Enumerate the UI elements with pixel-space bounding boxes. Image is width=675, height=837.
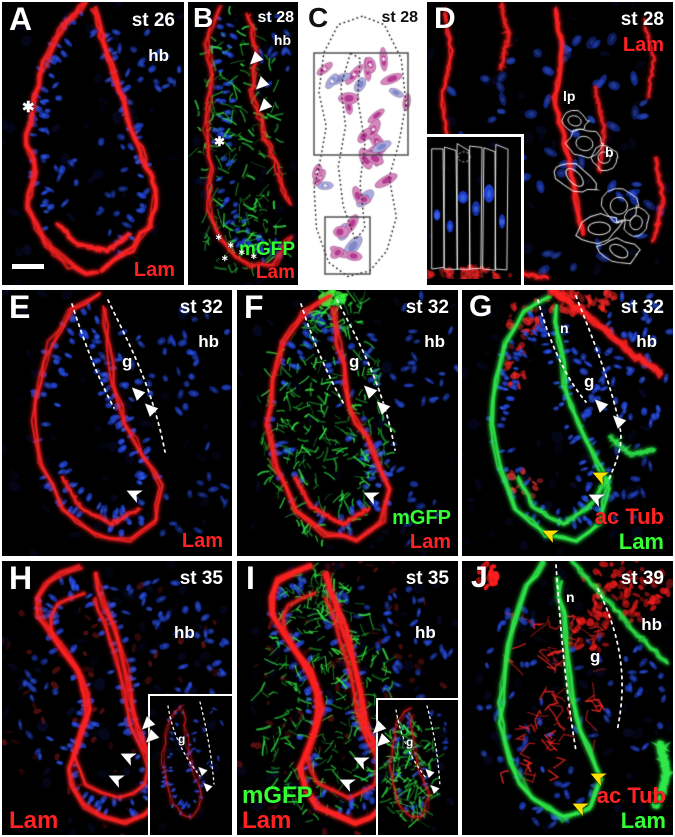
region-label-hb: hb bbox=[415, 623, 436, 642]
region-label-b: b bbox=[605, 144, 614, 160]
region-label-hb: hb bbox=[273, 32, 291, 48]
asterisk-icon: ✱ bbox=[214, 134, 225, 149]
channel-label-lam: Lam bbox=[620, 807, 666, 833]
channel-label-lam: Lam bbox=[242, 806, 292, 834]
stage-label: st 28 bbox=[381, 9, 418, 26]
panel-A: A st 26 hb ✱ Lam bbox=[2, 2, 184, 285]
stage-label: st 32 bbox=[405, 297, 449, 318]
stage-label: st 35 bbox=[405, 568, 449, 589]
panel-letter: A bbox=[9, 2, 33, 37]
asterisk-icon: ∗ bbox=[221, 253, 229, 263]
channel-label-mgfp: mGFP bbox=[242, 781, 313, 809]
panel-letter: H bbox=[9, 561, 33, 596]
panel-C-diagram: C st 28 bbox=[302, 2, 423, 285]
panel-H-inset-micrograph bbox=[150, 696, 228, 831]
stage-label: st 39 bbox=[620, 568, 664, 589]
panel-letter: B bbox=[193, 2, 214, 33]
panel-E-micrograph bbox=[2, 290, 232, 556]
region-label-hb: hb bbox=[636, 332, 657, 351]
channel-label-actub: ac Tub bbox=[596, 782, 666, 808]
region-label-hb: hb bbox=[641, 615, 662, 634]
stage-label: st 32 bbox=[620, 297, 664, 318]
channel-label-lam: Lam bbox=[181, 530, 223, 552]
channel-label-lam: Lam bbox=[133, 259, 175, 281]
panel-letter: J bbox=[471, 561, 488, 594]
channel-label-lam: Lam bbox=[255, 262, 295, 284]
region-label-g: g bbox=[584, 372, 595, 391]
panel-C-drawing bbox=[302, 2, 423, 285]
channel-label-lam: Lam bbox=[622, 34, 664, 56]
panel-H: H st 35 hb ➤ ➤ g Lam bbox=[2, 561, 232, 835]
panel-letter: F bbox=[244, 290, 264, 325]
scale-bar bbox=[12, 264, 44, 269]
channel-label-mgfp: mGFP bbox=[239, 239, 295, 261]
region-label-hb: hb bbox=[424, 332, 445, 351]
inset-region-label-g: g bbox=[178, 732, 186, 746]
region-label-hb: hb bbox=[148, 46, 169, 65]
panel-D-inset bbox=[427, 134, 524, 285]
stage-label: st 32 bbox=[179, 297, 223, 318]
region-label-hb: hb bbox=[198, 332, 219, 351]
panel-letter: E bbox=[9, 290, 31, 325]
panel-letter: I bbox=[246, 561, 255, 596]
panel-letter: G bbox=[469, 290, 493, 323]
panel-letter: D bbox=[434, 2, 456, 35]
region-label-lp: lp bbox=[563, 88, 576, 104]
asterisk-icon: ✱ bbox=[22, 99, 35, 116]
asterisk-icon: ∗ bbox=[250, 251, 258, 261]
panel-G: G st 32 hb n g ➤ ➤ ➤ ac Tub Lam bbox=[462, 290, 673, 556]
region-label-n: n bbox=[560, 320, 569, 336]
stage-label: st 28 bbox=[620, 9, 664, 30]
channel-label-actub: ac Tub bbox=[594, 503, 664, 529]
panel-F: F st 32 hb g ➤ mGFP Lam bbox=[237, 290, 458, 556]
channel-label-lam: Lam bbox=[618, 528, 664, 554]
channel-label-lam: Lam bbox=[9, 806, 59, 834]
asterisk-icon: ∗ bbox=[227, 240, 235, 250]
panel-B: B st 28 hb ✱ ∗ ∗ ∗ ∗ ∗ mGFP Lam bbox=[188, 2, 298, 285]
region-label-hb: hb bbox=[174, 623, 195, 642]
panel-I-inset-micrograph bbox=[378, 700, 454, 831]
channel-label-lam: Lam bbox=[409, 531, 451, 553]
panel-J: J st 39 hb n g ➤ ➤ ac Tub Lam bbox=[462, 561, 673, 835]
panel-A-micrograph bbox=[2, 2, 184, 285]
channel-label-mgfp: mGFP bbox=[392, 507, 451, 529]
panel-E: E st 32 hb g ➤ Lam bbox=[2, 290, 232, 556]
inset-region-label-g: g bbox=[406, 735, 414, 749]
stage-label: st 26 bbox=[131, 10, 175, 31]
region-label-g: g bbox=[122, 352, 133, 371]
stage-label: st 35 bbox=[179, 568, 223, 589]
panel-I-inset: g bbox=[376, 698, 458, 835]
region-label-g: g bbox=[590, 647, 601, 666]
panel-letter: C bbox=[308, 2, 329, 33]
panel-D-inset-drawing bbox=[427, 137, 515, 279]
stage-label: st 28 bbox=[257, 9, 294, 26]
asterisk-icon: ∗ bbox=[238, 247, 246, 257]
asterisk-icon: ∗ bbox=[215, 232, 223, 242]
panel-B-micrograph bbox=[188, 2, 298, 285]
region-label-n: n bbox=[566, 589, 575, 605]
panel-H-inset: g bbox=[148, 694, 232, 835]
region-label-g: g bbox=[349, 352, 360, 371]
panel-I: I st 35 hb ➤ ➤ g mGFP Lam bbox=[237, 561, 458, 835]
panel-D: D st 28 Lam lp b bbox=[427, 2, 673, 285]
